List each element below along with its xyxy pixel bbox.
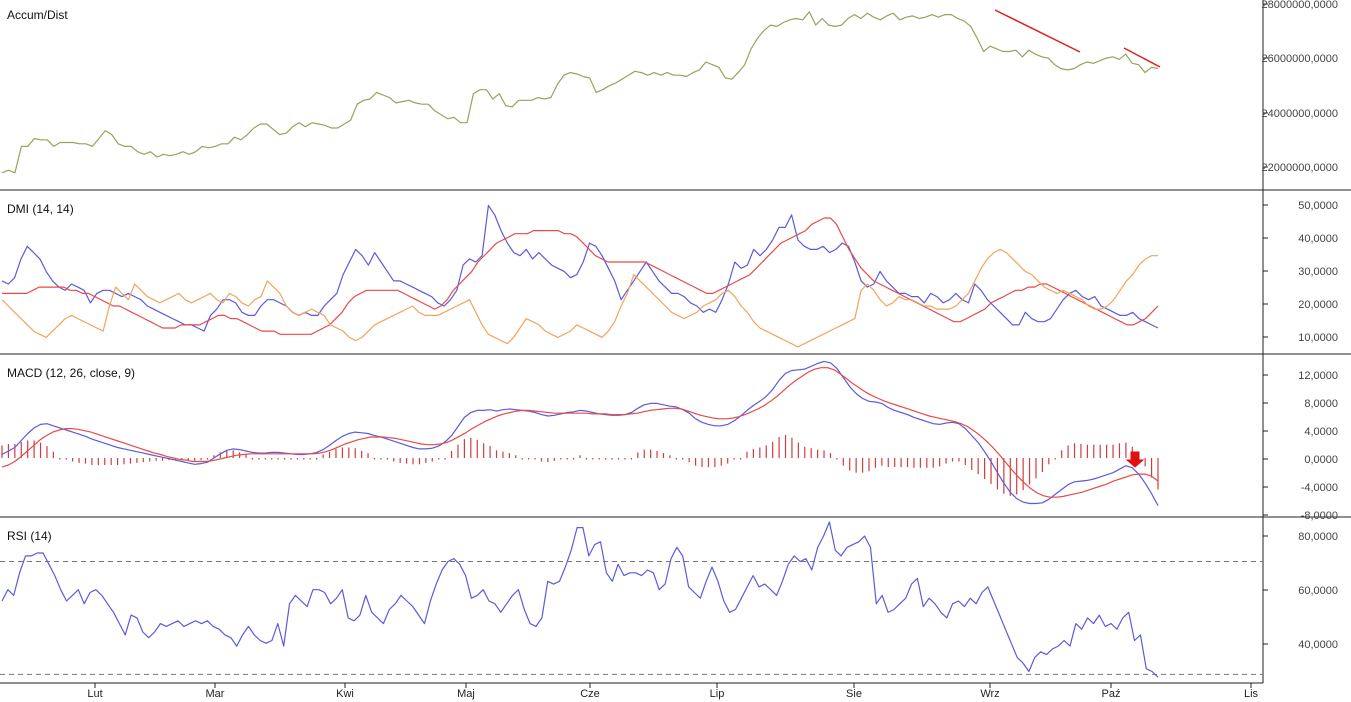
month-label: Lut	[87, 688, 102, 700]
y-tick-label: 50,0000	[1298, 200, 1338, 212]
series-line-rsi	[1, 521, 1159, 678]
y-tick-label: 8,0000	[1304, 398, 1338, 410]
plot-layer	[0, 9, 1263, 678]
y-tick-label: 4,0000	[1304, 426, 1338, 438]
y-tick-label: 24000000,0000	[1262, 108, 1338, 120]
series-line-red	[2, 217, 1159, 335]
panel-frames	[0, 0, 1351, 684]
down-arrow-icon	[1125, 451, 1145, 468]
y-tick-label: 12,0000	[1298, 370, 1338, 382]
series-line-signal	[1, 367, 1159, 498]
y-tick-label: 20,0000	[1298, 299, 1338, 311]
month-label: Maj	[457, 688, 475, 700]
series-line-orange	[1, 248, 1158, 348]
series-line-ad	[1, 11, 1159, 174]
y-tick-label: 22000000,0000	[1262, 162, 1338, 174]
x-axis-months: Lut Mar Kwi Maj Cze Lip Sie Wrz Paź Lis	[87, 683, 1259, 700]
y-tick-label: 26000000,0000	[1262, 53, 1338, 65]
y-tick-label: -8,0000	[1301, 510, 1338, 522]
month-label: Cze	[580, 688, 600, 700]
y-tick-label: -4,0000	[1301, 482, 1338, 494]
month-label: Lis	[1244, 688, 1259, 700]
y-tick-label: 80,0000	[1298, 531, 1338, 543]
macd-title: MACD (12, 26, close, 9)	[7, 366, 135, 380]
month-label: Paź	[1102, 688, 1121, 700]
month-label: Mar	[206, 688, 225, 700]
series-line-blue	[1, 204, 1159, 332]
month-label: Lip	[710, 688, 725, 700]
y-axis-ticks: 22000000,0000 24000000,0000 26000000,0000 2…	[1262, 0, 1338, 651]
y-tick-label: 28000000,0000	[1262, 0, 1338, 11]
trend-line	[994, 9, 1081, 53]
month-label: Kwi	[336, 688, 354, 700]
series-line-macd	[1, 360, 1159, 506]
y-tick-label: 10,0000	[1298, 332, 1338, 344]
y-tick-label: 60,0000	[1298, 585, 1338, 597]
rsi-title: RSI (14)	[7, 529, 52, 543]
y-tick-label: 30,0000	[1298, 266, 1338, 278]
trend-line	[1123, 47, 1161, 68]
y-tick-label: 40,0000	[1298, 639, 1338, 651]
y-tick-label: 40,0000	[1298, 233, 1338, 245]
accum-dist-title: Accum/Dist	[7, 8, 68, 22]
month-label: Sie	[846, 688, 862, 700]
y-tick-label: 0,0000	[1304, 454, 1338, 466]
dmi-title: DMI (14, 14)	[7, 202, 74, 216]
month-label: Wrz	[980, 688, 999, 700]
